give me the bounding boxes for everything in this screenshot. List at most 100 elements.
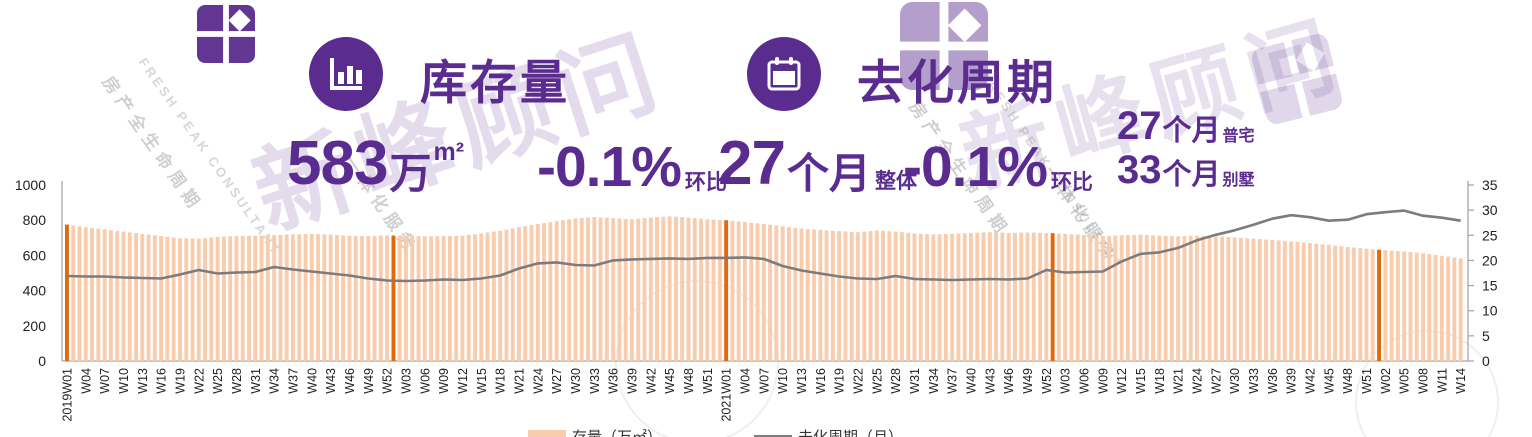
inventory-bar [1345,247,1350,361]
x-axis-label: W27 [1209,368,1223,394]
inventory-bar [1245,238,1250,361]
newpeak-logo-watermark [1252,34,1342,124]
inventory-bar [1157,235,1162,361]
inventory-bar [240,235,245,361]
x-axis-label: W21 [1172,368,1186,394]
inventory-bar [981,232,986,361]
x-axis-label: W04 [739,368,753,394]
inventory-bar [1295,241,1300,361]
inventory-bar [1414,252,1419,361]
left-axis-tick-label: 1000 [15,177,46,193]
inventory-bar [410,235,415,361]
inventory-bar [1000,232,1005,361]
inventory-bar [353,235,358,361]
inventory-bar [686,217,691,361]
x-axis-label: W13 [136,368,150,394]
inventory-bar [473,234,477,361]
inventory-bar [316,234,320,361]
x-axis-label: W40 [305,368,319,394]
inventory-bar [1439,255,1444,361]
inventory-bar [969,232,973,361]
inventory-bar [912,233,917,361]
inventory-bar [554,221,559,361]
inventory-swatch [528,430,566,437]
inventory-bar [962,233,967,361]
right-axis-tick-label: 35 [1482,177,1498,193]
inventory-bar [661,216,666,361]
inventory-bar [278,234,283,361]
inventory-bar [1044,232,1049,361]
inventory-bar [504,229,509,361]
inventory-bar [1119,235,1124,361]
cycle-change-value: -0.1% [903,135,1048,199]
inventory-bar [1144,235,1149,361]
x-axis-label: W28 [230,368,244,394]
x-axis-label: W12 [1115,368,1129,394]
inventory-value: 583 [287,129,388,198]
calendar-icon [767,57,801,91]
inventory-bar [1176,236,1181,361]
inventory-bar [1402,251,1407,361]
x-axis-label: W08 [1417,368,1431,394]
inventory-bar [717,219,722,361]
inventory-bar [284,234,289,361]
x-axis-label: W09 [1096,368,1110,394]
inventory-bar [115,230,120,361]
cycle-icon-badge [747,37,821,111]
inventory-bar [190,238,195,361]
inventory-bar [1370,249,1375,361]
inventory-bar [755,223,760,361]
x-axis-label: W22 [192,368,206,394]
inventory-stat: 583 万 m² [287,133,464,195]
x-axis-label: W51 [1360,368,1374,394]
x-axis-label: W18 [494,368,508,394]
inventory-bar [1239,237,1243,361]
inventory-bar [931,234,936,361]
x-axis-label: W45 [1322,368,1336,394]
inventory-bar [1301,242,1306,361]
inventory-bar [918,233,923,361]
inventory-bar [1282,240,1287,361]
x-axis-label: W31 [249,368,263,394]
inventory-bar [121,231,126,361]
right-axis-tick-label: 15 [1482,278,1498,294]
inventory-bar [579,218,584,361]
inventory-bar [1408,252,1413,361]
x-axis-label: W30 [569,368,583,394]
inventory-bar [535,224,540,361]
x-axis-label: W36 [607,368,621,394]
inventory-bar [146,234,151,361]
inventory-bar [1195,235,1199,361]
inventory-bar [83,227,88,361]
x-axis-label: W19 [833,368,847,394]
x-axis-label: W48 [1341,368,1355,394]
cycle-change-label: 环比 [1050,171,1093,194]
inventory-bar [856,232,860,361]
inventory-bar [178,238,182,361]
inventory-bar [1326,244,1331,361]
x-axis-label: W39 [626,368,640,394]
inventory-bar [184,238,189,361]
inventory-bar [297,234,302,361]
inventory-bar [711,219,716,361]
inventory-bar [1088,235,1093,361]
x-axis-label: W05 [1398,368,1412,394]
inventory-bar [1226,237,1231,361]
x-axis-label: W33 [1247,368,1261,394]
inventory-bar [171,237,176,361]
x-axis-label: W30 [1228,368,1242,394]
inventory-bar [517,227,521,361]
inventory-bar [1038,232,1042,361]
inventory-bar [987,232,992,361]
inventory-bar [90,227,94,361]
inventory-bar [592,217,597,361]
x-axis-label: W18 [1153,368,1167,394]
inventory-bar [422,236,427,361]
inventory-bar-highlight [1050,233,1055,361]
inventory-bar [385,235,390,361]
inventory-bar [1358,248,1363,361]
inventory-bar [1188,235,1193,361]
cycle-breakdown-regular: 27 个月 普宅 [1117,106,1255,146]
inventory-bar [1100,236,1105,361]
left-axis-tick-label: 600 [23,247,47,263]
